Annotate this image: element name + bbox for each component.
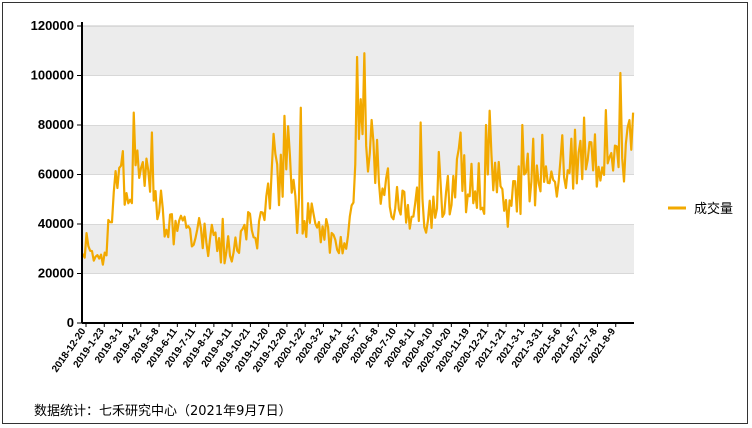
y-axis-ticks: 0 20000 40000 60000 80000 100000 120000 [31, 18, 82, 330]
legend-label: 成交量 [694, 201, 733, 217]
x-axis-ticks: 2018-12-202019-1-232019-3-12019-4-22019-… [50, 323, 618, 375]
source-note: 数据统计：七禾研究中心（2021年9月7日） [34, 404, 292, 419]
y-tick-label: 0 [67, 315, 74, 330]
series-line-volume [81, 52, 635, 266]
axes [81, 22, 634, 324]
y-tick-label: 100000 [31, 68, 74, 83]
y-tick-label: 80000 [38, 117, 74, 132]
y-tick-label: 120000 [31, 18, 74, 33]
y-tick-label: 40000 [38, 216, 74, 231]
y-tick-label: 60000 [38, 167, 74, 182]
grid-band [82, 273, 634, 323]
grid-band [82, 174, 634, 224]
series-volume [81, 52, 635, 266]
y-tick-label: 20000 [38, 266, 74, 281]
legend: 成交量 [668, 201, 733, 217]
